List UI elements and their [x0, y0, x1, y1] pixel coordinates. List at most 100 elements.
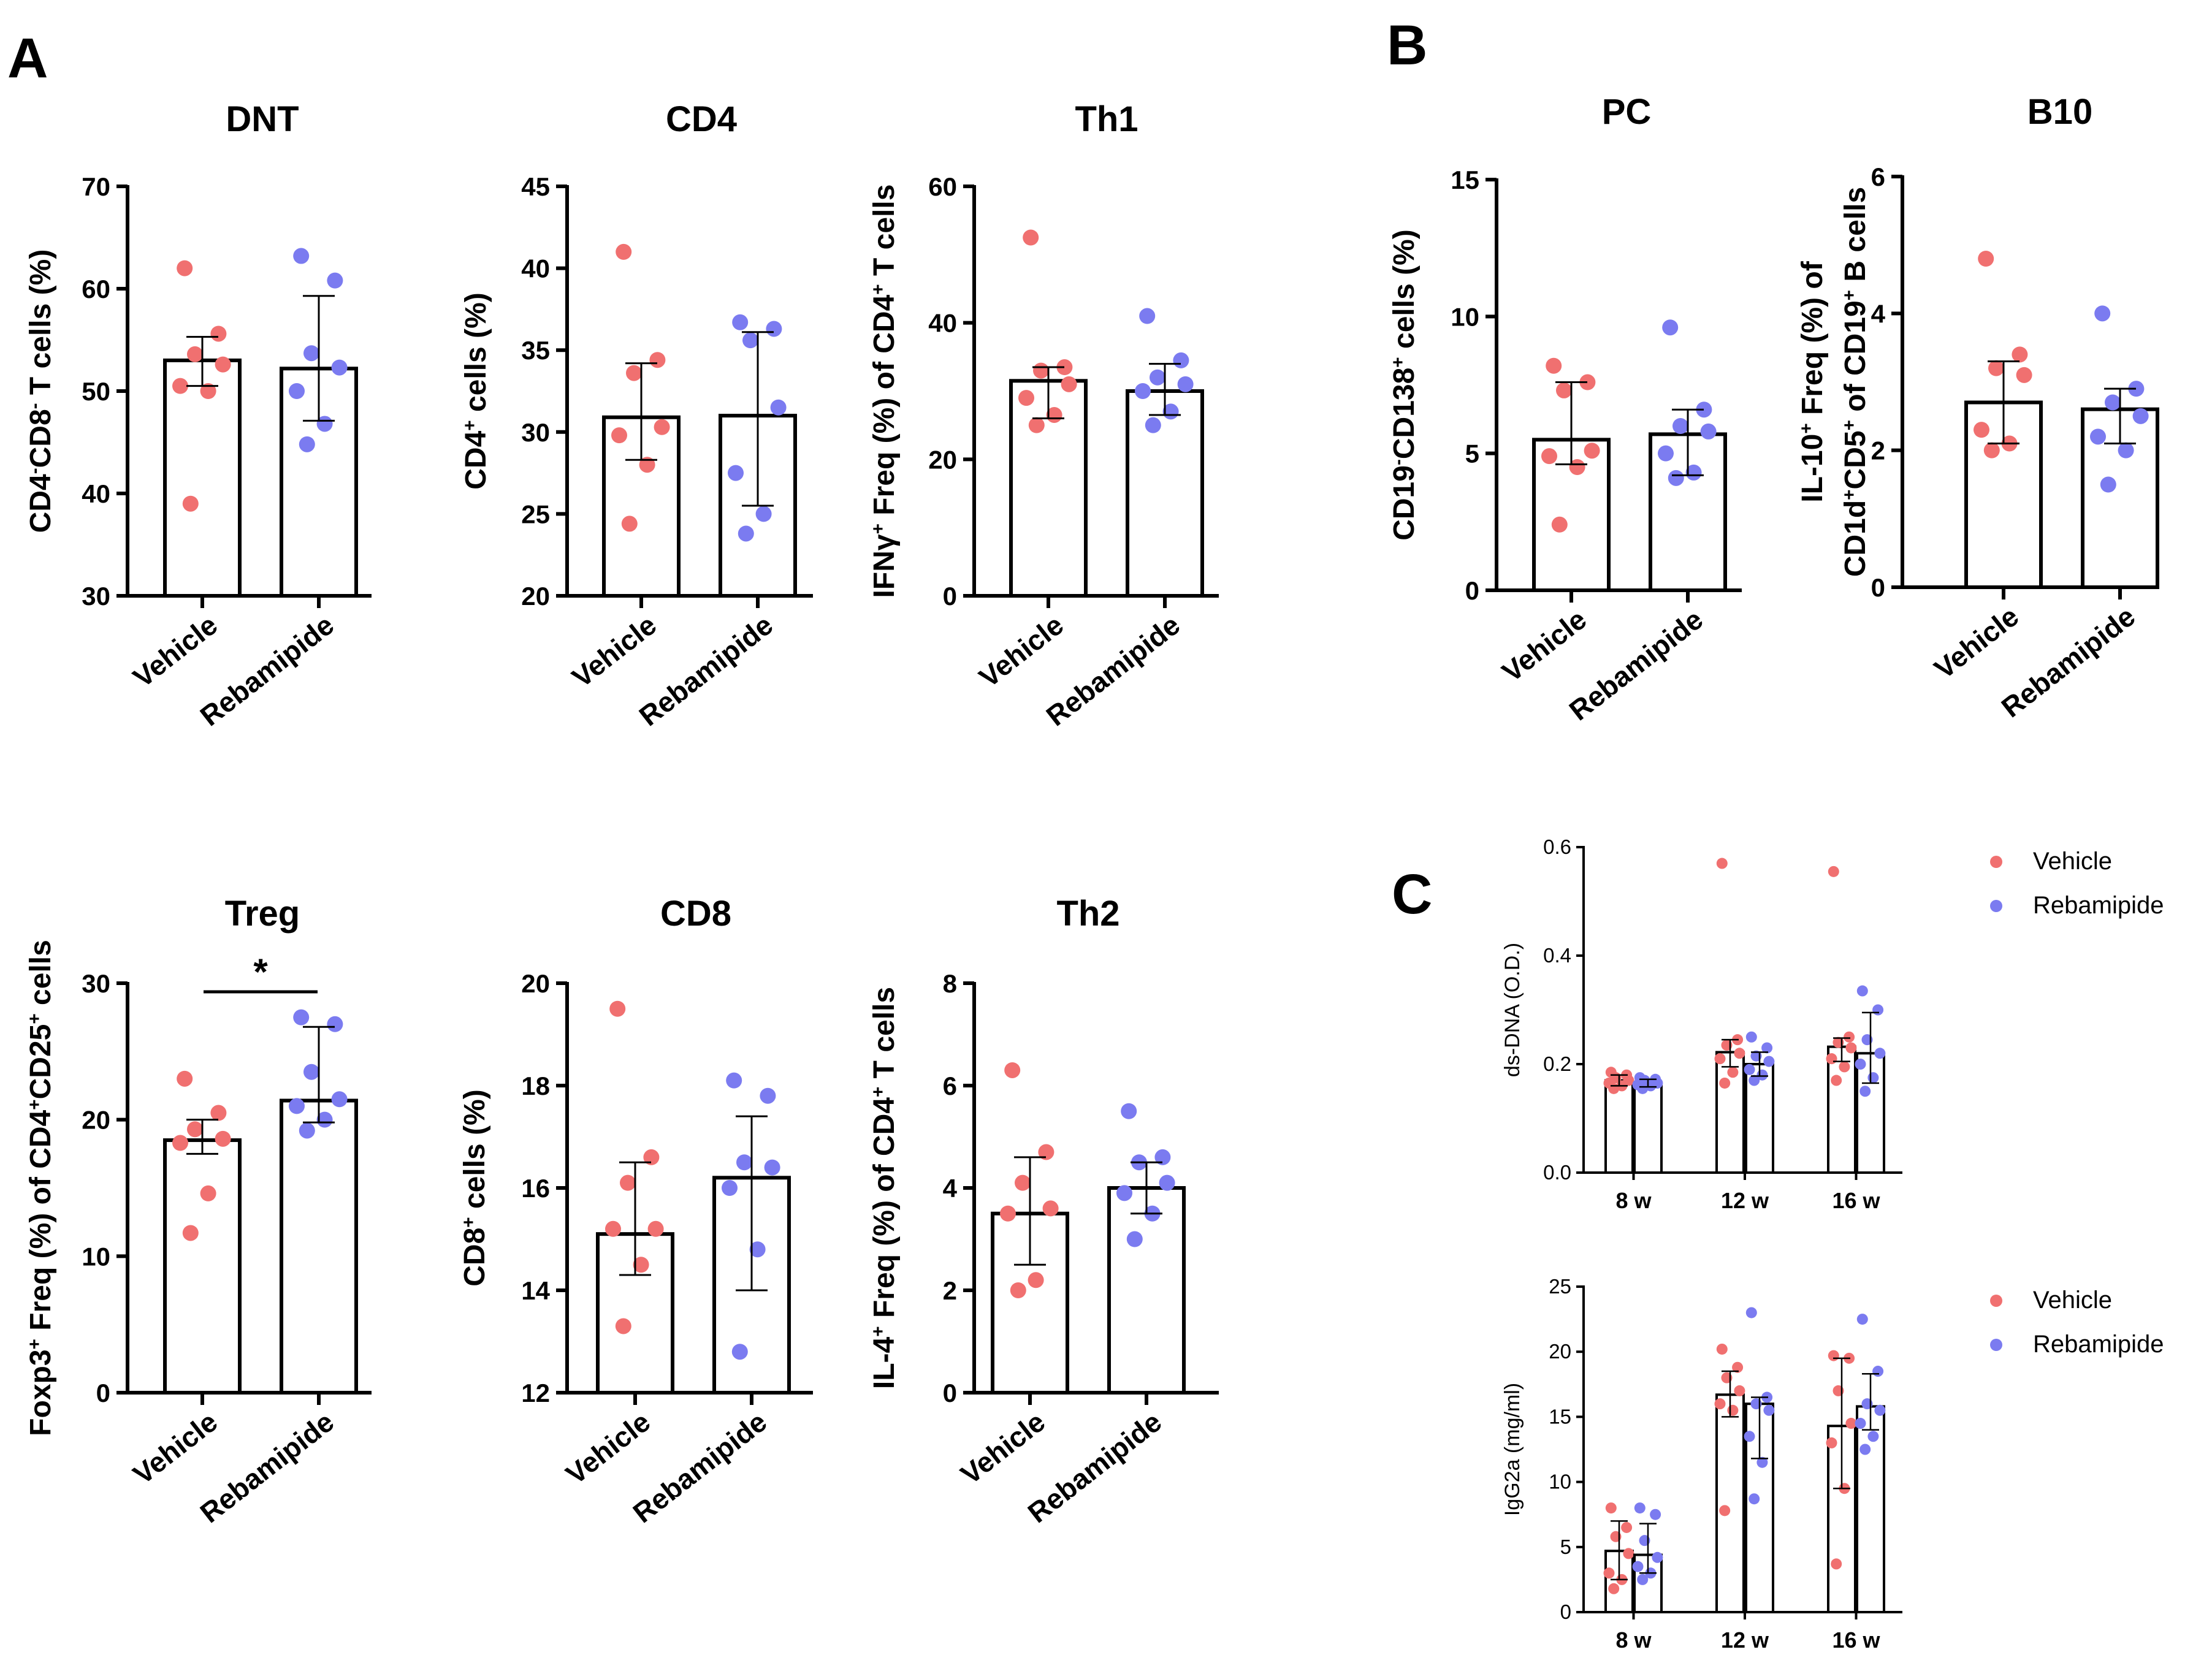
chart-title: Treg [225, 894, 300, 934]
data-point-vehicle [1978, 251, 1994, 267]
data-point-vehicle [1988, 360, 2004, 376]
chart-dsdna: 0.0 0.2 0.4 0.6 ds-DNA (O.D.) 8 w 12 w 16 w Vehi… [1501, 835, 2164, 1213]
legend-label: Vehicle [2033, 848, 2112, 875]
data-point-vehicle [605, 1220, 621, 1237]
bar-vehicle [1604, 1079, 1634, 1174]
bar-vehicle [1715, 1393, 1745, 1613]
chart-title: CD8 [660, 894, 731, 934]
data-point-rebamipide [1177, 376, 1194, 392]
data-point-rebamipide [1856, 985, 1868, 997]
label-part: ds-DNA (O.D.) [1501, 943, 1524, 1077]
data-point-vehicle [1056, 359, 1073, 376]
y-tick-label: 20 [1549, 1340, 1571, 1363]
data-point-rebamipide [2118, 442, 2134, 459]
data-point-rebamipide [303, 345, 319, 362]
y-tick-label: 0.2 [1543, 1052, 1571, 1075]
label-part: cells (%) [1388, 229, 1421, 357]
y-tick-label: 2 [1871, 436, 1885, 465]
label-part: CD4 [460, 430, 492, 489]
label-part: Freq (%) of CD4 [868, 294, 901, 523]
legend-label: Rebamipide [2033, 892, 2164, 919]
data-point-vehicle [1556, 382, 1572, 398]
label-part: + [1388, 357, 1408, 367]
data-point-rebamipide [1872, 1004, 1884, 1016]
y-tick-label: 20 [521, 969, 550, 998]
data-point-vehicle [1010, 1282, 1026, 1298]
y-tick-label: 5 [1560, 1536, 1571, 1558]
legend-marker-rebamipide [1990, 900, 2002, 912]
data-point-vehicle [1839, 1061, 1850, 1073]
label-part: + [1796, 423, 1817, 433]
data-point-rebamipide [299, 436, 315, 452]
y-tick-label: 40 [521, 254, 550, 283]
y-tick-label: 0.6 [1543, 835, 1571, 858]
x-tick-label: Vehicle [973, 609, 1069, 694]
data-point-vehicle [200, 383, 216, 399]
label-part: of CD19 [1839, 300, 1872, 420]
data-point-rebamipide [1744, 1064, 1755, 1075]
panel-label-b: B [1387, 14, 1427, 77]
y-axis-label: Foxp3+ Freq (%) of CD4+CD25+ cells [25, 940, 58, 1436]
data-point-vehicle [1719, 1505, 1731, 1516]
label-part: + [25, 1339, 45, 1349]
data-point-rebamipide [1662, 319, 1679, 336]
data-point-rebamipide [2100, 476, 2116, 493]
label-part: - [25, 403, 45, 409]
data-point-rebamipide [289, 1098, 305, 1114]
data-point-vehicle [1714, 1398, 1726, 1410]
panel-label-a: A [7, 27, 48, 89]
label-part: IL-10 [1796, 434, 1829, 503]
data-point-vehicle [1828, 866, 1839, 877]
label-part: + [25, 1099, 45, 1109]
data-point-vehicle [1714, 1053, 1726, 1065]
y-axis-label: IgG2a (mg/ml) [1501, 1383, 1524, 1516]
y-tick-label: 0 [943, 1379, 957, 1407]
data-point-vehicle [1038, 1144, 1055, 1160]
y-tick-label: 45 [521, 172, 550, 201]
data-point-rebamipide [1856, 1314, 1868, 1325]
y-tick-label: 4 [1871, 299, 1886, 328]
label-part: IgG2a (mg/ml) [1501, 1383, 1524, 1516]
data-point-rebamipide [1637, 1083, 1649, 1094]
data-point-rebamipide [749, 1241, 766, 1258]
label-part: + [868, 523, 888, 534]
y-tick-label: 5 [1465, 440, 1479, 468]
label-part: CD1d [1839, 500, 1872, 577]
label-part: + [25, 1013, 45, 1024]
data-point-rebamipide [2094, 305, 2111, 322]
y-axis-label: IFNγ+ Freq (%) of CD4+ T cells [868, 185, 901, 598]
data-point-vehicle [626, 365, 642, 381]
bar-rebamipide [280, 1098, 358, 1395]
data-point-rebamipide [1855, 1059, 1866, 1070]
data-point-rebamipide [2105, 394, 2121, 411]
data-point-vehicle [182, 1225, 199, 1241]
data-point-vehicle [1732, 1361, 1744, 1373]
label-part: IFNγ [868, 534, 901, 598]
label-part: - [25, 468, 45, 474]
significance-star: * [253, 951, 268, 992]
label-part: Freq (%) of [1796, 261, 1829, 423]
chart-title: DNT [226, 99, 299, 139]
data-point-vehicle [1983, 442, 2000, 459]
data-point-rebamipide [2132, 408, 2149, 424]
chart-title: Th2 [1056, 894, 1119, 934]
chart-treg: Treg 0 10 20 30 Foxp3+ Freq (%) of CD4+CD25+ … [25, 894, 372, 1529]
data-point-vehicle [1845, 1042, 1857, 1054]
y-tick-label: 25 [1549, 1275, 1571, 1298]
data-point-vehicle [210, 325, 227, 342]
y-tick-label: 0 [1465, 576, 1479, 605]
data-point-vehicle [1844, 1031, 1855, 1043]
data-point-vehicle [643, 1149, 660, 1165]
x-tick-label: 16 w [1832, 1188, 1880, 1213]
data-point-vehicle [177, 1070, 193, 1087]
data-point-rebamipide [1154, 1149, 1171, 1165]
data-point-rebamipide [722, 1180, 738, 1196]
data-point-rebamipide [1634, 1502, 1646, 1514]
data-point-vehicle [1974, 422, 1989, 438]
label-part: + [868, 1326, 888, 1336]
data-point-rebamipide [1652, 1551, 1663, 1563]
data-point-vehicle [1584, 443, 1600, 459]
data-point-vehicle [1828, 1350, 1839, 1361]
data-point-rebamipide [1749, 1075, 1760, 1086]
